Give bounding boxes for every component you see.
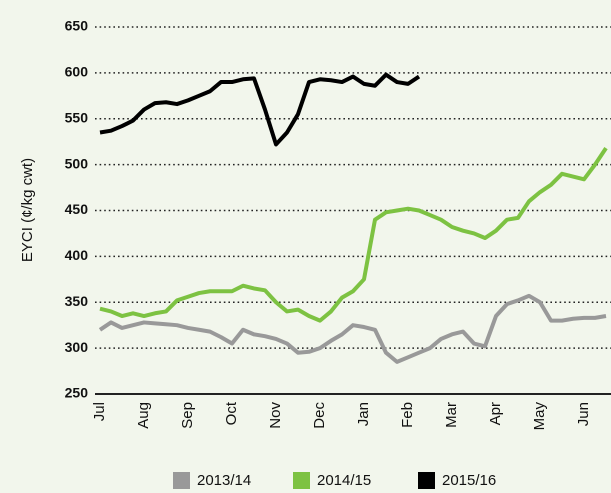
legend-swatch <box>173 472 190 489</box>
y-tick-label: 350 <box>65 293 89 309</box>
x-tick-label: Jan <box>355 402 372 426</box>
y-tick-label: 550 <box>65 109 89 125</box>
legend-label: 2015/16 <box>442 472 496 489</box>
x-tick-label: May <box>531 402 548 431</box>
legend-swatch <box>418 472 435 489</box>
series-line <box>98 293 607 364</box>
y-axis-label: EYCI (¢/kg cwt) <box>19 158 36 262</box>
y-tick-label: 600 <box>65 64 89 80</box>
x-tick-label: Jul <box>91 402 108 421</box>
x-tick-label: Oct <box>223 401 240 425</box>
x-tick-label: Nov <box>267 402 284 429</box>
legend-label: 2013/14 <box>197 472 251 489</box>
y-tick-label: 650 <box>65 18 89 34</box>
x-tick-label: Jun <box>575 402 592 426</box>
y-tick-label: 250 <box>65 385 89 401</box>
legend-label: 2014/15 <box>317 472 371 489</box>
x-tick-label: Sep <box>179 402 196 429</box>
x-tick-label: Aug <box>135 402 152 429</box>
x-tick-label: Feb <box>399 402 416 428</box>
y-tick-label: 400 <box>65 247 89 263</box>
series-line <box>99 72 421 147</box>
y-tick-label: 450 <box>65 201 89 217</box>
x-tick-label: Apr <box>487 402 504 425</box>
legend-swatch <box>293 472 310 489</box>
y-tick-label: 500 <box>65 155 89 171</box>
x-tick-label: Dec <box>311 402 328 429</box>
x-tick-label: Mar <box>443 402 460 428</box>
series-line <box>99 147 608 323</box>
y-tick-label: 300 <box>65 339 89 355</box>
